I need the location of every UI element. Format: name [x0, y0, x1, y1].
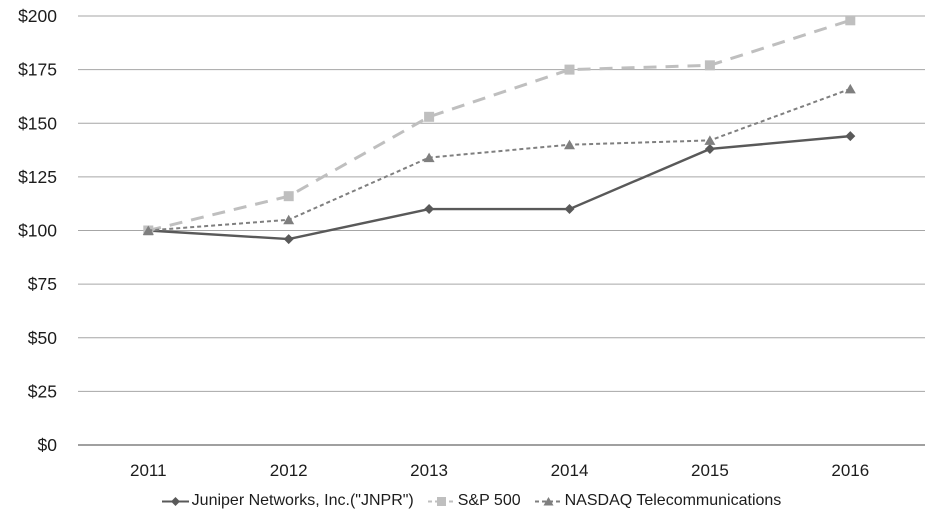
legend-item-nasdaq-telecom: NASDAQ Telecommunications [534, 492, 782, 510]
triangle-marker [564, 139, 575, 150]
legend-label-juniper-networks: Juniper Networks, Inc.("JNPR") [191, 492, 414, 509]
x-tick-label: 2013 [410, 461, 448, 480]
series-line-1 [147, 18, 851, 232]
legend-label-sp500: S&P 500 [457, 492, 521, 509]
x-tick-label: 2016 [831, 461, 869, 480]
diamond-marker [170, 496, 180, 506]
square-marker [845, 15, 856, 26]
triangle-marker [423, 152, 435, 163]
series-0 [143, 131, 856, 245]
y-tick-label: $150 [18, 113, 57, 133]
x-tick-label: 2011 [130, 461, 167, 480]
x-tick-label: 2014 [551, 461, 589, 480]
y-tick-label: $175 [18, 60, 57, 80]
triangle-line-marker-icon [534, 496, 562, 505]
square-marker [283, 191, 294, 202]
triangle-marker [543, 496, 554, 505]
y-tick-label: $25 [28, 381, 57, 401]
diamond-marker [564, 204, 575, 215]
x-axis-labels: 2011 2012 2013 2014 2015 2016 [130, 461, 869, 480]
triangle-marker [704, 135, 716, 145]
square-marker [564, 64, 575, 75]
legend-item-juniper-networks: Juniper Networks, Inc.("JNPR") [161, 492, 414, 510]
series-2 [142, 83, 856, 235]
y-tick-label: $50 [28, 328, 57, 348]
legend-item-sp500: S&P 500 [427, 492, 521, 510]
diamond-marker [283, 234, 294, 245]
triangle-marker [844, 83, 856, 94]
diamond-line-marker-icon [161, 496, 189, 506]
series-line-2 [148, 87, 851, 232]
x-tick-label: 2012 [270, 461, 308, 480]
y-tick-label: $125 [18, 167, 57, 187]
x-tick-label: 2015 [691, 461, 729, 480]
triangle-marker [142, 225, 154, 235]
diamond-marker [845, 131, 856, 142]
square-marker [424, 111, 435, 122]
triangle-marker [283, 214, 295, 225]
y-axis-labels: $0 $25 $50 $75 $100 $125 $150 $175 $200 [18, 6, 57, 455]
series-line-0 [148, 134, 851, 241]
y-tick-label: $0 [38, 435, 58, 455]
diamond-marker [704, 143, 715, 154]
square-line-marker-icon [427, 496, 455, 506]
y-tick-label: $200 [18, 6, 57, 26]
y-tick-label: $100 [18, 221, 57, 241]
legend-label-nasdaq-telecom: NASDAQ Telecommunications [564, 492, 782, 509]
y-gridlines [78, 15, 925, 446]
diamond-marker [424, 204, 435, 215]
square-marker [704, 60, 715, 71]
square-marker [436, 496, 446, 506]
chart-legend: Juniper Networks, Inc.("JNPR") S&P 500 N… [0, 487, 943, 515]
y-tick-label: $75 [28, 274, 57, 294]
